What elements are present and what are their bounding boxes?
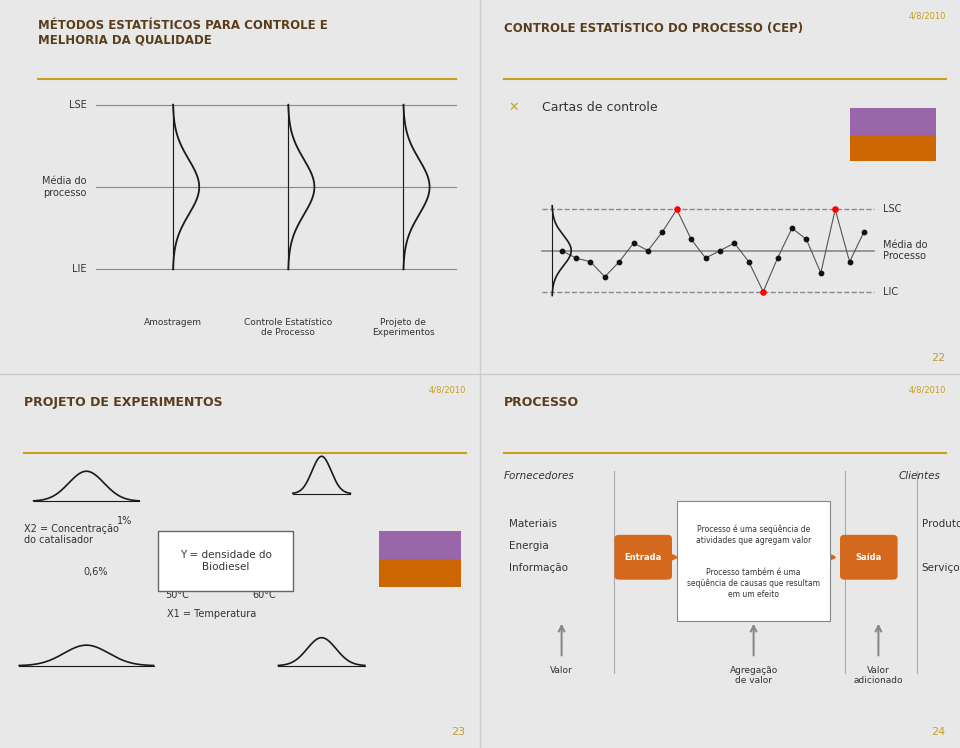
Text: Energia: Energia xyxy=(509,541,548,551)
FancyBboxPatch shape xyxy=(379,531,461,587)
Text: Materiais: Materiais xyxy=(509,518,557,529)
Text: Média do
Processo: Média do Processo xyxy=(883,240,927,261)
Point xyxy=(828,203,843,215)
Text: 4/8/2010: 4/8/2010 xyxy=(908,11,946,20)
Text: Média do
processo: Média do processo xyxy=(42,177,86,197)
Text: 1%: 1% xyxy=(117,515,132,526)
Text: Projeto de
Experimentos: Projeto de Experimentos xyxy=(372,318,435,337)
Point xyxy=(756,286,771,298)
Text: Amostragem: Amostragem xyxy=(144,318,202,327)
Point xyxy=(669,203,684,215)
Text: Valor
adicionado: Valor adicionado xyxy=(853,666,903,685)
Text: LSC: LSC xyxy=(883,204,901,215)
Text: X1 = Temperatura: X1 = Temperatura xyxy=(167,609,255,619)
FancyBboxPatch shape xyxy=(379,560,461,587)
Text: Serviços: Serviços xyxy=(922,563,960,574)
Text: PROCESSO: PROCESSO xyxy=(504,396,579,409)
Point xyxy=(684,233,699,245)
Text: 4/8/2010: 4/8/2010 xyxy=(428,385,466,394)
Point xyxy=(856,226,872,238)
Point xyxy=(554,245,569,257)
Text: PROJETO DE EXPERIMENTOS: PROJETO DE EXPERIMENTOS xyxy=(24,396,223,409)
Text: Fornecedores: Fornecedores xyxy=(504,471,575,481)
Text: Produtos: Produtos xyxy=(922,518,960,529)
Text: MÉTODOS ESTATÍSTICOS PARA CONTROLE E
MELHORIA DA QUALIDADE: MÉTODOS ESTATÍSTICOS PARA CONTROLE E MEL… xyxy=(38,19,328,46)
Point xyxy=(799,233,814,245)
Text: Agregação
de valor: Agregação de valor xyxy=(730,666,778,685)
Point xyxy=(612,256,627,268)
FancyBboxPatch shape xyxy=(158,531,293,591)
Point xyxy=(583,256,598,268)
Text: Cartas de controle: Cartas de controle xyxy=(542,101,658,114)
Text: X2 = Concentração
do catalisador: X2 = Concentração do catalisador xyxy=(24,524,119,545)
FancyBboxPatch shape xyxy=(850,108,936,161)
Text: Saída: Saída xyxy=(855,553,882,562)
Point xyxy=(842,256,857,268)
Point xyxy=(597,271,612,283)
Text: ✕: ✕ xyxy=(509,101,519,114)
Text: 60°C: 60°C xyxy=(252,590,276,601)
FancyBboxPatch shape xyxy=(677,501,830,621)
Text: Informação: Informação xyxy=(509,563,567,574)
Point xyxy=(784,222,800,234)
Point xyxy=(568,252,584,264)
Text: CONTROLE ESTATÍSTICO DO PROCESSO (CEP): CONTROLE ESTATÍSTICO DO PROCESSO (CEP) xyxy=(504,22,804,35)
Text: 4/8/2010: 4/8/2010 xyxy=(908,385,946,394)
Text: LIE: LIE xyxy=(72,264,86,275)
FancyBboxPatch shape xyxy=(840,535,898,580)
Text: Processo também é uma
seqüência de causas que resultam
em um efeito: Processo também é uma seqüência de causa… xyxy=(687,568,820,598)
Text: LSE: LSE xyxy=(69,99,86,110)
Point xyxy=(640,245,656,257)
FancyBboxPatch shape xyxy=(614,535,672,580)
Point xyxy=(712,245,728,257)
Point xyxy=(698,252,713,264)
Text: Valor: Valor xyxy=(550,666,573,675)
Point xyxy=(770,252,785,264)
Text: 0,6%: 0,6% xyxy=(84,567,108,577)
Point xyxy=(741,256,756,268)
Text: Clientes: Clientes xyxy=(899,471,941,481)
Text: LIC: LIC xyxy=(883,286,899,297)
Text: 50°C: 50°C xyxy=(166,590,189,601)
Text: Controle Estatístico
de Processo: Controle Estatístico de Processo xyxy=(244,318,332,337)
Point xyxy=(626,237,641,249)
Text: 23: 23 xyxy=(451,727,466,737)
Text: Entrada: Entrada xyxy=(625,553,661,562)
Text: Processo é uma seqüência de
atividades que agregam valor: Processo é uma seqüência de atividades q… xyxy=(696,525,811,545)
Point xyxy=(813,267,828,279)
Point xyxy=(727,237,742,249)
Text: 22: 22 xyxy=(931,353,946,363)
Text: Y = densidade do
Biodiesel: Y = densidade do Biodiesel xyxy=(180,551,272,571)
FancyBboxPatch shape xyxy=(850,135,936,161)
Point xyxy=(655,226,670,238)
Text: 24: 24 xyxy=(931,727,946,737)
